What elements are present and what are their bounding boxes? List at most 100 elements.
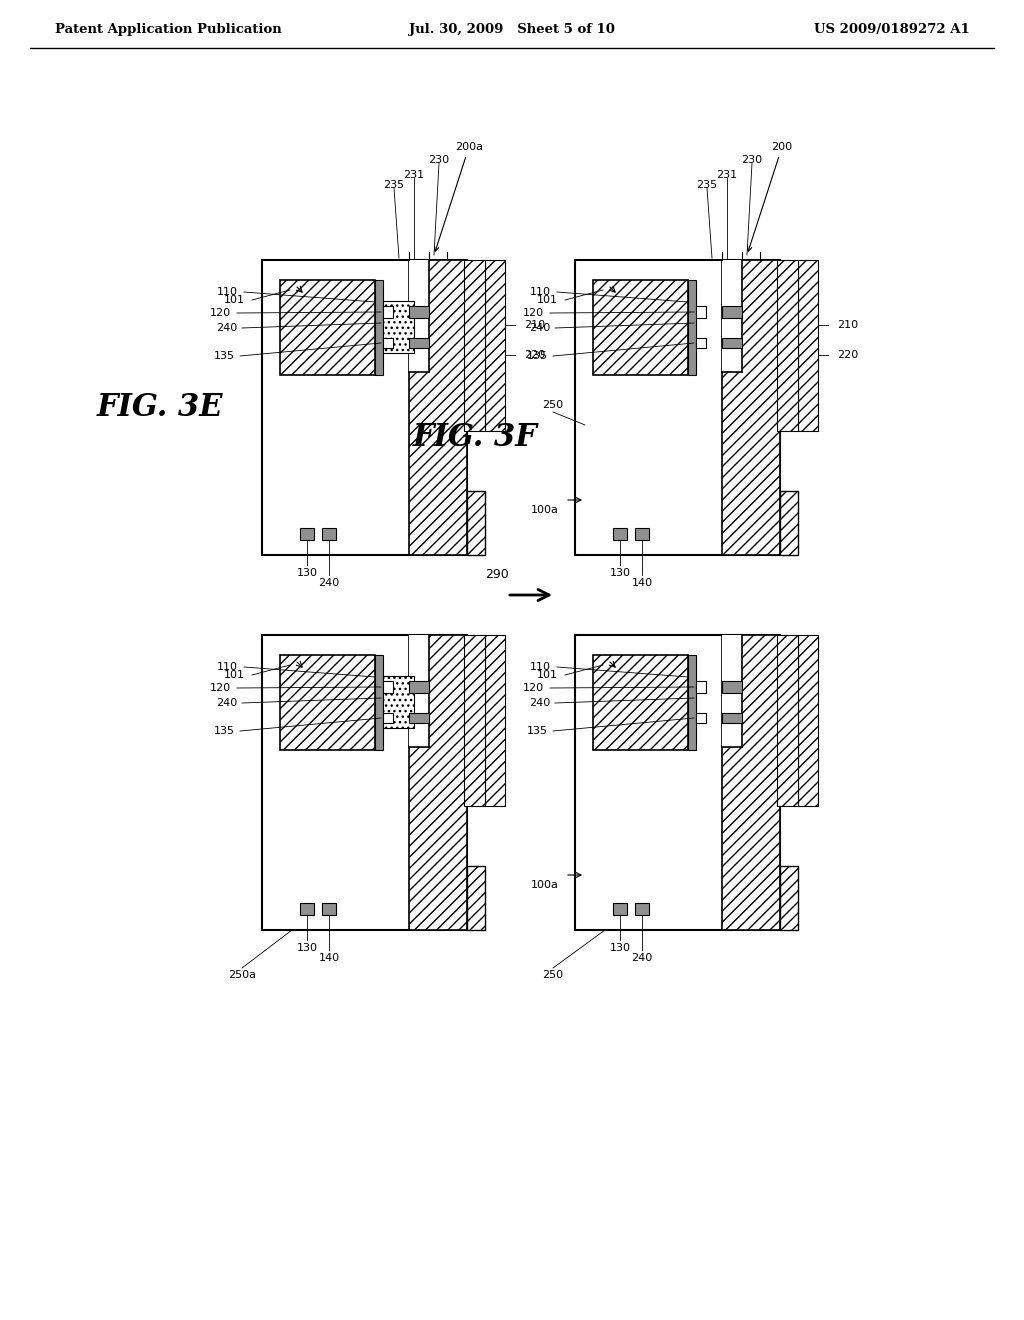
Bar <box>262 260 467 554</box>
Text: 135: 135 <box>213 351 234 360</box>
Text: Patent Application Publication: Patent Application Publication <box>55 24 282 37</box>
Text: 220: 220 <box>838 350 859 360</box>
Text: 110: 110 <box>216 286 238 297</box>
Bar <box>375 280 383 375</box>
Text: 110: 110 <box>529 663 551 672</box>
Bar <box>300 903 314 915</box>
Bar <box>696 338 706 348</box>
Text: 231: 231 <box>717 170 737 180</box>
Bar <box>300 528 314 540</box>
Text: 235: 235 <box>383 180 404 190</box>
Bar <box>409 635 429 747</box>
Bar <box>780 491 798 554</box>
Text: 210: 210 <box>838 319 858 330</box>
Text: 110: 110 <box>216 663 238 672</box>
Bar <box>383 681 393 693</box>
Bar <box>696 681 706 693</box>
Text: Jul. 30, 2009   Sheet 5 of 10: Jul. 30, 2009 Sheet 5 of 10 <box>409 24 615 37</box>
Text: 240: 240 <box>529 698 551 708</box>
Text: 120: 120 <box>522 682 544 693</box>
Text: 130: 130 <box>297 942 317 953</box>
Bar <box>613 903 627 915</box>
Text: 100a: 100a <box>531 880 559 890</box>
Text: 135: 135 <box>213 726 234 737</box>
Text: FIG. 3F: FIG. 3F <box>413 422 538 454</box>
Bar <box>575 260 780 554</box>
Text: 200: 200 <box>748 143 793 251</box>
Text: 240: 240 <box>632 953 652 964</box>
Bar <box>722 338 742 348</box>
Bar <box>696 713 706 723</box>
Bar <box>375 655 383 750</box>
Bar <box>722 713 742 723</box>
Text: US 2009/0189272 A1: US 2009/0189272 A1 <box>814 24 970 37</box>
Text: 101: 101 <box>537 671 557 680</box>
Bar <box>322 903 336 915</box>
Bar <box>798 260 818 432</box>
Bar <box>777 635 798 807</box>
Bar <box>467 491 485 554</box>
Bar <box>409 635 467 931</box>
Text: 231: 231 <box>403 170 425 180</box>
Text: 230: 230 <box>741 154 763 165</box>
Bar <box>409 306 429 318</box>
Text: FIG. 3E: FIG. 3E <box>96 392 223 424</box>
Bar <box>485 260 505 432</box>
Bar <box>688 280 696 375</box>
Bar <box>777 260 798 432</box>
Bar <box>635 903 649 915</box>
Text: 130: 130 <box>609 568 631 578</box>
Bar <box>593 655 688 750</box>
Text: 250: 250 <box>543 400 563 411</box>
Bar <box>322 528 336 540</box>
Bar <box>262 635 467 931</box>
Bar <box>635 528 649 540</box>
Bar <box>722 260 780 554</box>
Bar <box>722 681 742 693</box>
Text: 120: 120 <box>522 308 544 318</box>
Text: 101: 101 <box>537 294 557 305</box>
Bar <box>383 713 393 723</box>
Text: 240: 240 <box>529 323 551 333</box>
Bar <box>575 635 780 931</box>
Text: 135: 135 <box>526 351 548 360</box>
Bar <box>409 260 429 372</box>
Text: 130: 130 <box>609 942 631 953</box>
Text: 101: 101 <box>223 294 245 305</box>
Bar <box>464 635 485 807</box>
Bar <box>383 301 414 352</box>
Text: 200a: 200a <box>434 143 483 251</box>
Bar <box>593 280 688 375</box>
Bar <box>383 306 393 318</box>
Bar <box>280 280 375 375</box>
Text: 220: 220 <box>524 350 546 360</box>
Bar <box>613 528 627 540</box>
Bar <box>722 260 742 372</box>
Bar <box>409 260 467 554</box>
Text: 235: 235 <box>696 180 718 190</box>
Text: 120: 120 <box>210 308 230 318</box>
Text: 135: 135 <box>526 726 548 737</box>
Text: 240: 240 <box>216 698 238 708</box>
Bar <box>467 866 485 931</box>
Text: 210: 210 <box>524 319 546 330</box>
Bar <box>722 635 742 747</box>
Bar <box>383 338 393 348</box>
Bar <box>409 338 429 348</box>
Bar <box>696 306 706 318</box>
Bar <box>409 681 429 693</box>
Text: 250a: 250a <box>228 970 256 979</box>
Text: 110: 110 <box>529 286 551 297</box>
Text: 240: 240 <box>216 323 238 333</box>
Bar <box>780 866 798 931</box>
Text: 140: 140 <box>632 578 652 587</box>
Text: 250: 250 <box>543 970 563 979</box>
Bar <box>383 676 414 729</box>
Text: 120: 120 <box>210 682 230 693</box>
Bar <box>722 635 780 931</box>
Bar <box>464 260 485 432</box>
Text: 100a: 100a <box>531 506 559 515</box>
Text: 101: 101 <box>223 671 245 680</box>
Text: 230: 230 <box>428 154 450 165</box>
Bar <box>722 306 742 318</box>
